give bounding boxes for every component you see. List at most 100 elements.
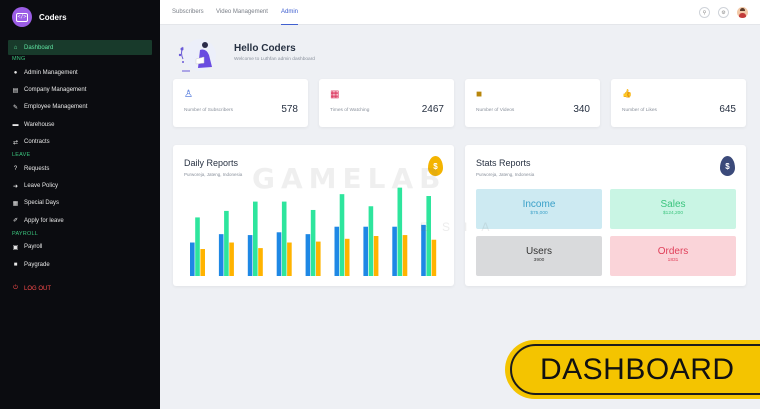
watermark-sub: ESIA <box>420 220 504 234</box>
tile-name: Income <box>522 199 556 210</box>
sidebar-item-payroll[interactable]: ▣ Payroll <box>0 239 160 256</box>
tile-value: 3900 <box>533 258 545 263</box>
tile-value: 1831 <box>667 258 679 263</box>
handshake-icon: ⇄ <box>12 139 19 146</box>
tab-admin[interactable]: Admin <box>281 0 299 25</box>
sidebar-item-contracts[interactable]: ⇄ Contracts <box>0 134 160 151</box>
watermark: GAMELAB <box>252 162 447 195</box>
chart-bar <box>253 201 258 276</box>
dollar-icon[interactable]: $ <box>428 156 443 176</box>
sidebar-item-label: Company Management <box>24 87 87 94</box>
chart-bar <box>247 235 253 276</box>
sidebar-item-requests[interactable]: ? Requests <box>0 160 160 177</box>
stat-label: Number of Videos <box>476 108 515 113</box>
sidebar-item-label: LOG OUT <box>24 285 52 292</box>
sidebar-item-label: Special Days <box>24 200 60 207</box>
stat-card-videos[interactable]: ■ Number of Videos 340 <box>465 79 600 127</box>
document-icon: ▤ <box>12 87 19 94</box>
sidebar-item-admin-management[interactable]: ● Admin Management <box>0 64 160 81</box>
daily-bar-chart <box>190 187 437 276</box>
tile-name: Sales <box>660 199 686 210</box>
settings-icon[interactable]: ⚙ <box>718 7 729 18</box>
app-name: Coders <box>39 12 67 22</box>
stat-label: Number of Likes <box>622 108 657 113</box>
stat-label: Number of Subscribers <box>184 108 234 113</box>
briefcase-icon: ■ <box>13 261 18 268</box>
daily-reports-title: Daily Reports <box>184 158 239 168</box>
chart-bar <box>281 201 287 276</box>
exit-icon: ➜ <box>12 183 19 190</box>
chart-bar <box>200 249 205 276</box>
stat-card-subscribers[interactable]: ♙ Number of Subscribers 578 <box>173 79 308 127</box>
tile-value: $75,000 <box>530 211 548 216</box>
stats-reports-title: Stats Reports <box>476 158 531 168</box>
chart-bar <box>224 210 229 276</box>
orders-tile[interactable]: Orders 1831 <box>610 236 736 276</box>
calendar-icon: ▦ <box>330 89 340 100</box>
user-icon: ● <box>13 69 18 76</box>
sidebar-item-employee-management[interactable]: ✎ Employee Management <box>0 99 160 116</box>
search-icon[interactable]: ⚲ <box>699 7 710 18</box>
sidebar-item-label: Admin Management <box>24 69 78 76</box>
stat-value: 340 <box>573 104 590 115</box>
chart-bar <box>431 239 437 276</box>
tile-name: Users <box>525 246 553 257</box>
stats-reports-subtitle: Purworeja, Jateng, Indonesia <box>476 172 535 177</box>
money-icon: ▣ <box>12 244 19 251</box>
user-outline-icon: ♙ <box>184 89 193 100</box>
avatar[interactable] <box>737 7 748 18</box>
sidebar-item-label: Payroll <box>24 244 43 251</box>
chart-bar <box>305 234 311 276</box>
dollar-icon[interactable]: $ <box>720 156 735 176</box>
stat-card-watching[interactable]: ▦ Times of Watching 2467 <box>319 79 454 127</box>
sidebar-item-warehouse[interactable]: ▬ Warehouse <box>0 116 160 133</box>
stat-card-likes[interactable]: 👍 Number of Likes 645 <box>611 79 746 127</box>
chart-bar <box>276 232 282 276</box>
chart-bar <box>421 224 426 276</box>
chart-bar <box>218 234 224 276</box>
stat-value: 578 <box>281 104 298 115</box>
chart-bar <box>426 196 431 276</box>
sidebar-item-label: Requests <box>24 165 50 172</box>
tile-name: Orders <box>657 246 689 257</box>
code-logo-icon: </> <box>12 7 32 27</box>
woman-reading-illustration <box>178 39 216 72</box>
sidebar-item-leave-policy[interactable]: ➜ Leave Policy <box>0 177 160 194</box>
brand[interactable]: </> Coders <box>0 0 160 34</box>
tab-subscribers[interactable]: Subscribers <box>172 9 204 15</box>
sidebar-section-label: PAYROLL <box>12 230 38 237</box>
chart-bar <box>334 226 340 276</box>
sidebar-item-logout[interactable]: ⏻ LOG OUT <box>0 280 160 297</box>
sidebar-item-label: Paygrade <box>24 261 50 268</box>
chart-bar <box>402 235 408 276</box>
daily-reports-subtitle: Purworeja, Jateng, Indonesia <box>184 172 243 177</box>
sidebar-item-label: Apply for leave <box>24 217 64 224</box>
sidebar-item-apply-for-leave[interactable]: ✐ Apply for leave <box>0 212 160 229</box>
sales-tile[interactable]: Sales $124,200 <box>610 189 736 229</box>
banner-text: DASHBOARD <box>510 344 760 395</box>
warehouse-icon: ▬ <box>12 121 19 128</box>
sidebar: </> Coders ⌂ Dashboard MNG ● Admin Managemen… <box>0 0 160 409</box>
chart-bar <box>316 241 321 276</box>
dashboard-banner: DASHBOARD <box>505 340 760 399</box>
wrench-icon: ✎ <box>12 104 19 111</box>
tab-video-management[interactable]: Video Management <box>216 9 268 15</box>
chart-bar <box>287 242 292 276</box>
sidebar-item-dashboard[interactable]: ⌂ Dashboard <box>8 40 152 55</box>
sidebar-item-label: Contracts <box>24 139 50 146</box>
users-tile[interactable]: Users 3900 <box>476 236 602 276</box>
chart-bar <box>368 206 374 276</box>
sidebar-item-label: Warehouse <box>24 121 55 128</box>
sidebar-item-special-days[interactable]: ▦ Special Days <box>0 195 160 212</box>
sidebar-item-label: Leave Policy <box>24 183 59 190</box>
income-tile[interactable]: Income $75,000 <box>476 189 602 229</box>
chart-bar <box>339 194 345 276</box>
daily-reports-card: Daily Reports Purworeja, Jateng, Indones… <box>173 145 454 286</box>
page-title: Hello Coders <box>234 43 296 54</box>
chart-bar <box>363 226 368 276</box>
sidebar-nav: ⌂ Dashboard MNG ● Admin Management ▤ Company M… <box>0 40 160 298</box>
stat-value: 645 <box>719 104 736 115</box>
sidebar-item-company-management[interactable]: ▤ Company Management <box>0 81 160 98</box>
sidebar-item-paygrade[interactable]: ■ Paygrade <box>0 256 160 273</box>
chart-bar <box>310 209 316 276</box>
